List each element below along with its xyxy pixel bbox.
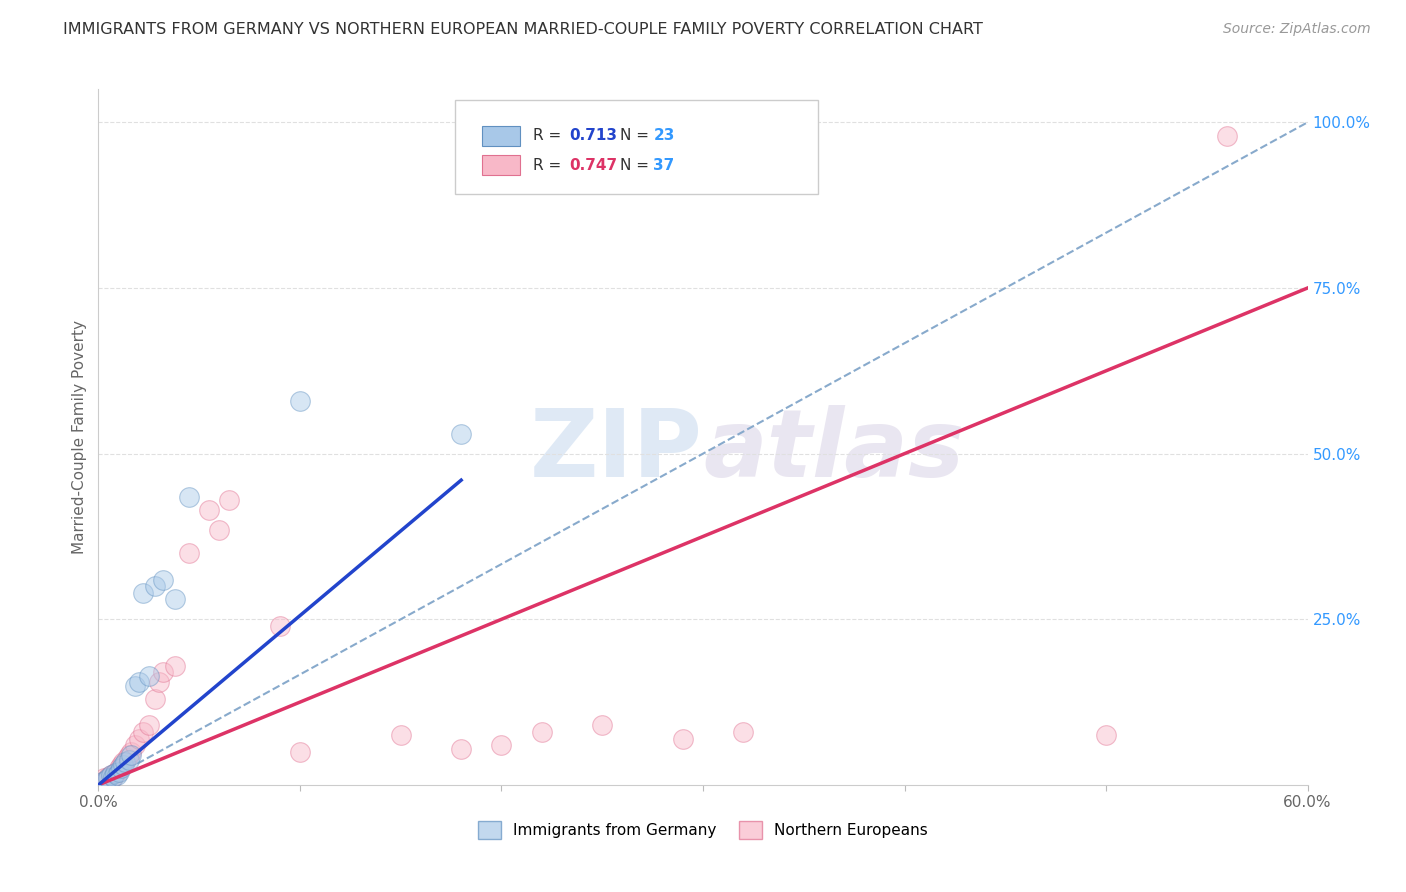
Point xyxy=(110,758,132,772)
Point xyxy=(143,691,166,706)
Point xyxy=(672,731,695,746)
Point xyxy=(152,665,174,680)
Point xyxy=(1216,128,1239,143)
Point xyxy=(148,675,170,690)
Point xyxy=(530,725,553,739)
Point xyxy=(132,586,155,600)
Text: 23: 23 xyxy=(654,128,675,144)
Point xyxy=(208,523,231,537)
FancyBboxPatch shape xyxy=(456,100,818,194)
Point xyxy=(111,758,134,772)
Text: ZIP: ZIP xyxy=(530,405,703,497)
Text: atlas: atlas xyxy=(703,405,965,497)
Point xyxy=(114,755,136,769)
Point xyxy=(132,725,155,739)
Point xyxy=(105,764,128,779)
Point xyxy=(128,675,150,690)
Point xyxy=(101,770,124,784)
Point xyxy=(491,738,513,752)
Point xyxy=(218,493,240,508)
Point xyxy=(93,772,115,786)
Point xyxy=(107,764,129,779)
Text: 0.747: 0.747 xyxy=(569,158,617,172)
Point xyxy=(591,718,613,732)
Point xyxy=(152,573,174,587)
Point xyxy=(91,774,114,789)
Text: N =: N = xyxy=(620,158,654,172)
Text: 37: 37 xyxy=(654,158,675,172)
Point xyxy=(111,755,134,769)
Point xyxy=(124,738,146,752)
Point xyxy=(105,768,128,782)
Point xyxy=(450,741,472,756)
Point xyxy=(110,761,132,775)
Point xyxy=(91,774,114,789)
Legend: Immigrants from Germany, Northern Europeans: Immigrants from Germany, Northern Europe… xyxy=(470,813,936,847)
Point xyxy=(198,503,221,517)
Point xyxy=(100,768,122,782)
Point xyxy=(118,748,141,763)
Bar xyxy=(482,155,520,175)
Point xyxy=(389,728,412,742)
Point xyxy=(288,745,311,759)
Point xyxy=(179,546,201,560)
Y-axis label: Married-Couple Family Poverty: Married-Couple Family Poverty xyxy=(72,320,87,554)
Point xyxy=(120,745,142,759)
Point xyxy=(450,426,472,441)
Point xyxy=(97,772,120,786)
Point xyxy=(107,761,129,775)
Point xyxy=(138,668,160,682)
Point xyxy=(163,592,186,607)
Point xyxy=(103,766,125,780)
Point xyxy=(101,770,124,784)
Point xyxy=(96,772,118,787)
Point xyxy=(1095,728,1118,742)
Point xyxy=(138,718,160,732)
Point xyxy=(269,619,291,633)
Point xyxy=(115,751,138,765)
Point xyxy=(143,579,166,593)
Point xyxy=(733,725,755,739)
Text: R =: R = xyxy=(533,128,565,144)
Text: Source: ZipAtlas.com: Source: ZipAtlas.com xyxy=(1223,22,1371,37)
Point xyxy=(288,393,311,408)
Point xyxy=(100,768,122,782)
Point xyxy=(120,748,142,763)
Text: IMMIGRANTS FROM GERMANY VS NORTHERN EUROPEAN MARRIED-COUPLE FAMILY POVERTY CORRE: IMMIGRANTS FROM GERMANY VS NORTHERN EURO… xyxy=(63,22,983,37)
Point xyxy=(96,772,118,787)
Point xyxy=(103,766,125,780)
Point xyxy=(97,770,120,784)
Text: 0.713: 0.713 xyxy=(569,128,617,144)
Point xyxy=(128,731,150,746)
Point xyxy=(163,658,186,673)
Point xyxy=(179,490,201,504)
Bar xyxy=(482,126,520,145)
Point xyxy=(118,753,141,767)
Point xyxy=(124,679,146,693)
Text: N =: N = xyxy=(620,128,654,144)
Text: R =: R = xyxy=(533,158,565,172)
